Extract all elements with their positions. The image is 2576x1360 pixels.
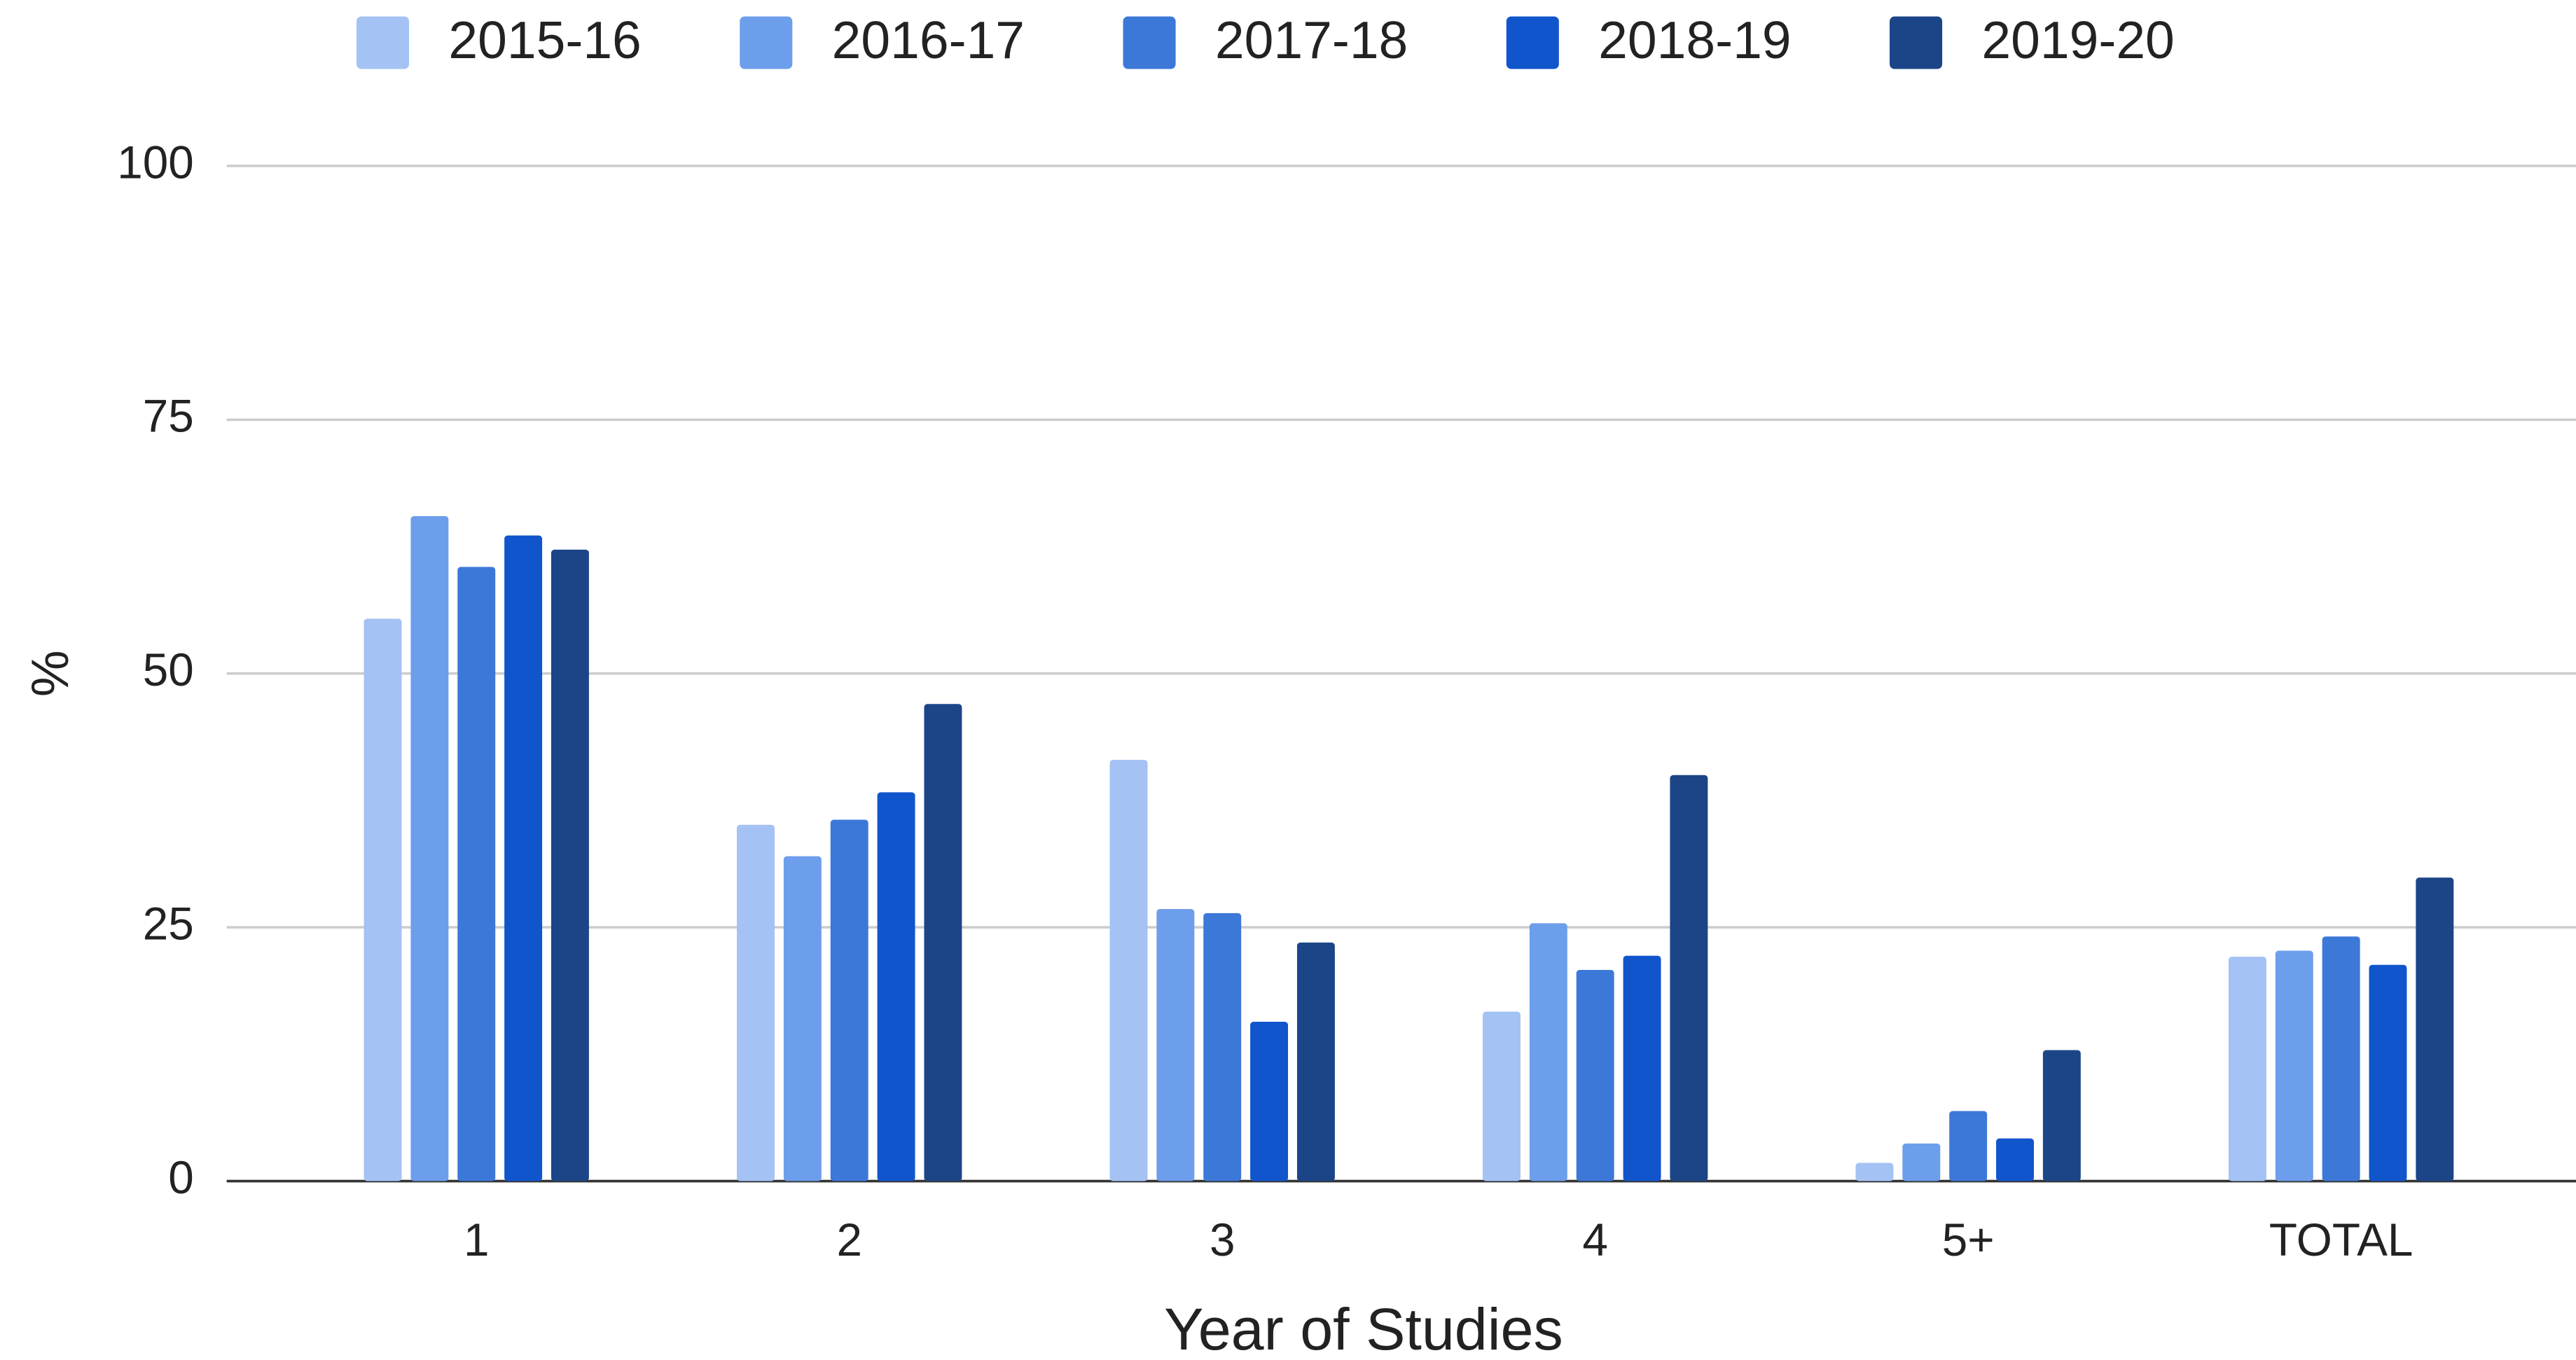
- bar: [1250, 1021, 1289, 1181]
- bar: [1576, 970, 1614, 1181]
- bar: [410, 516, 449, 1181]
- y-tick-label: 75: [143, 391, 194, 442]
- bar: [1156, 909, 1195, 1181]
- x-tick-label: 4: [1582, 1214, 1608, 1265]
- x-tick-label: 1: [464, 1214, 490, 1265]
- y-tick-label: 100: [117, 137, 194, 188]
- legend-swatch: [1506, 16, 1559, 69]
- bar: [1996, 1138, 2034, 1181]
- bar: [2322, 936, 2360, 1181]
- bar: [1529, 923, 1567, 1181]
- legend-label: 2015-16: [448, 11, 641, 69]
- x-tick-label: TOTAL: [2269, 1214, 2414, 1265]
- plot: Year of Studies % 0 25 50 75 100 2015-16 2016-…: [20, 11, 2576, 1360]
- x-tick-label: 2: [836, 1214, 862, 1265]
- bar: [877, 792, 915, 1181]
- bar: [1203, 913, 1242, 1181]
- y-tick-label: 50: [143, 644, 194, 695]
- legend-label: 2016-17: [832, 11, 1025, 69]
- x-tick-label: 3: [1210, 1214, 1235, 1265]
- y-axis-title: %: [20, 650, 79, 697]
- bar: [924, 704, 962, 1181]
- legend-swatch: [356, 16, 410, 69]
- y-tick-label: 0: [168, 1152, 194, 1203]
- bar: [783, 856, 822, 1181]
- bar: [2042, 1050, 2081, 1181]
- legend-label: 2017-18: [1215, 11, 1408, 69]
- legend-swatch: [1123, 16, 1176, 69]
- bar: [1902, 1143, 1941, 1181]
- legend-label: 2019-20: [1981, 11, 2174, 69]
- bar: [1855, 1163, 1894, 1181]
- bar: [830, 819, 868, 1181]
- bar: [737, 824, 775, 1181]
- bar: [1623, 955, 1661, 1181]
- bar: [1296, 942, 1335, 1181]
- y-tick-label: 25: [143, 898, 194, 949]
- bar: [2416, 877, 2454, 1181]
- legend-swatch: [1890, 16, 1943, 69]
- bar: [363, 618, 402, 1181]
- bar: [1109, 759, 1148, 1181]
- bar: [1670, 775, 1708, 1181]
- bar: [1482, 1011, 1521, 1181]
- bar: [2275, 950, 2313, 1181]
- bar: [550, 549, 589, 1181]
- x-axis-title: Year of Studies: [1164, 1296, 1563, 1360]
- bar: [2228, 957, 2266, 1181]
- legend-label: 2018-19: [1598, 11, 1791, 69]
- bar: [2369, 964, 2407, 1181]
- bar: [457, 567, 496, 1181]
- bar: [504, 535, 543, 1181]
- bar: [1949, 1111, 1988, 1181]
- legend-swatch: [740, 16, 793, 69]
- x-tick-label: 5+: [1942, 1214, 1995, 1265]
